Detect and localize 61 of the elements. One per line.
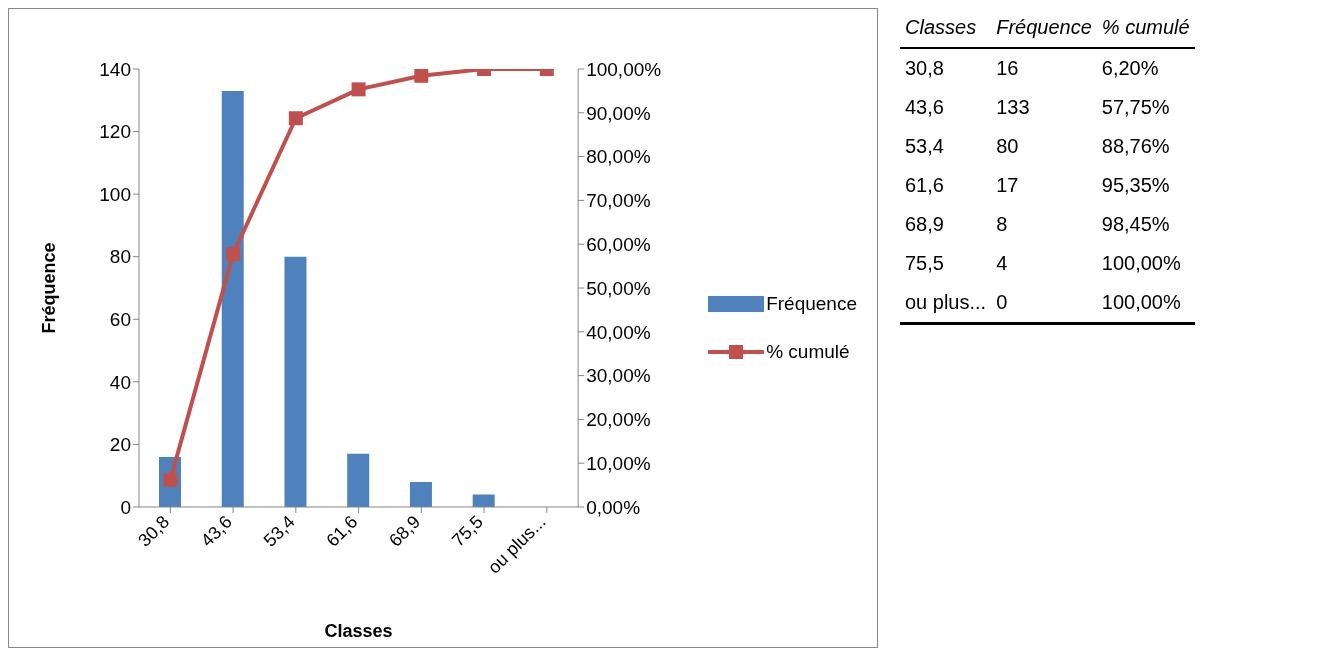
y-tick-label: 100 xyxy=(99,183,131,205)
y2-tick-label: 60,00% xyxy=(586,233,651,255)
y2-tick-label: 70,00% xyxy=(586,190,651,212)
y-tick-label: 140 xyxy=(99,58,131,80)
text: 98,45% xyxy=(1100,212,1171,237)
text: 68,9 xyxy=(904,212,945,237)
point xyxy=(288,111,303,126)
x-tick-label: 61,6 xyxy=(322,511,362,551)
text: 43,6 xyxy=(904,95,945,120)
text: 0 xyxy=(995,290,1009,315)
text: 100,00% xyxy=(1100,290,1182,315)
y2-tick-label: 0,00% xyxy=(586,496,641,518)
text: 95,35% xyxy=(1100,173,1171,198)
y2-tick-label: 30,00% xyxy=(586,365,651,387)
x-tick-label: 43,6 xyxy=(197,511,236,551)
text: 17 xyxy=(995,173,1020,198)
bar xyxy=(409,481,432,507)
y2-tick-label: 100,00% xyxy=(586,58,662,80)
bar xyxy=(284,256,307,507)
text: 61,6 xyxy=(904,173,945,198)
text: 4 xyxy=(995,251,1009,276)
point xyxy=(226,247,241,262)
y2-tick-label: 80,00% xyxy=(586,146,651,168)
text: 133 xyxy=(995,95,1031,120)
legend-label: Fréquence xyxy=(766,293,857,315)
x-tick-label: 30,8 xyxy=(134,511,174,551)
y2-tick-label: 50,00% xyxy=(586,277,651,299)
text: 75,5 xyxy=(904,251,945,276)
text: Classes xyxy=(904,15,978,40)
text: 100,00% xyxy=(1100,251,1182,276)
y2-tick-label: 20,00% xyxy=(586,409,651,431)
text: 57,75% xyxy=(1100,95,1171,120)
bar xyxy=(221,90,244,507)
y-tick-label: 40 xyxy=(109,371,131,393)
text: 88,76% xyxy=(1100,134,1171,159)
text: 8 xyxy=(995,212,1009,237)
text: ou plus... xyxy=(904,290,988,315)
legend-label: % cumulé xyxy=(766,341,850,363)
y2-tick-label: 10,00% xyxy=(586,452,651,474)
y-tick-label: 0 xyxy=(120,496,131,518)
y-tick-label: 80 xyxy=(109,246,131,268)
text: 80 xyxy=(995,134,1020,159)
text: % cumulé xyxy=(1100,15,1191,40)
y-tick-label: 120 xyxy=(99,121,131,143)
text: 53,4 xyxy=(904,134,945,159)
x-axis-title: Classes xyxy=(324,621,393,641)
x-tick-label: 68,9 xyxy=(385,511,425,551)
y2-tick-label: 40,00% xyxy=(586,321,651,343)
y2-tick-label: 90,00% xyxy=(586,102,651,124)
y-tick-label: 20 xyxy=(109,434,131,456)
y-axis-title: Fréquence xyxy=(39,242,60,334)
text: 16 xyxy=(995,56,1020,81)
y-tick-label: 60 xyxy=(109,309,131,331)
text: 30,8 xyxy=(904,56,945,81)
point xyxy=(351,82,366,97)
bar xyxy=(347,453,370,507)
text: Fréquence xyxy=(995,15,1093,40)
x-tick-label: 53,4 xyxy=(259,511,299,551)
point xyxy=(414,69,429,83)
bar xyxy=(472,494,495,507)
text: 6,20% xyxy=(1100,56,1160,81)
